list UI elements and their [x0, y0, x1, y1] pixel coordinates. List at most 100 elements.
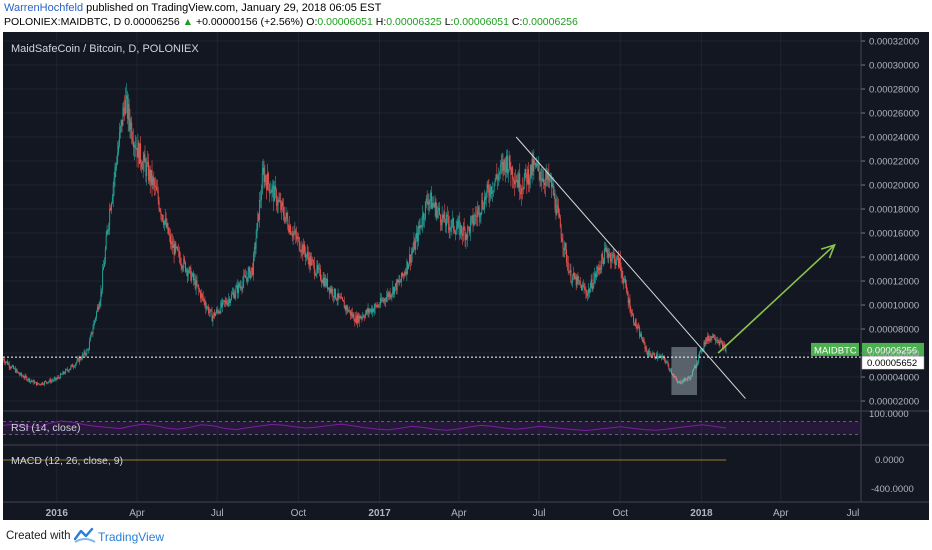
candle-body — [281, 202, 283, 210]
candle-body — [715, 338, 716, 341]
candle-body — [720, 340, 722, 342]
candle-body — [37, 383, 39, 384]
candle-body — [122, 107, 124, 126]
candle-body — [200, 293, 202, 299]
tradingview-logo-icon[interactable] — [74, 526, 96, 544]
candle-body — [515, 180, 517, 183]
candle-body — [241, 288, 243, 289]
author-link[interactable]: WarrenHochfeld — [4, 2, 84, 14]
candle-body — [127, 104, 129, 119]
candle-body — [236, 285, 238, 289]
candle-body — [322, 277, 324, 283]
candle-body — [521, 188, 523, 190]
candle-body — [652, 353, 654, 356]
candle-body — [260, 199, 261, 201]
candle-body — [27, 380, 29, 381]
candle-body — [109, 208, 111, 226]
candle-body — [193, 278, 195, 281]
axes: 2016 Apr Jul Oct 2017 Apr Jul Oct 2018 Apr Jul 0.00… — [3, 32, 929, 519]
candle-body — [638, 326, 640, 329]
candle-body — [575, 276, 577, 286]
candle-body — [185, 269, 187, 272]
candle-body — [318, 268, 320, 270]
candle-body — [566, 262, 568, 264]
candle-body — [42, 382, 44, 385]
candle-body — [540, 178, 542, 180]
candle-body — [395, 283, 397, 291]
candle-body — [158, 200, 160, 210]
y-tick-label: 0.00024000 — [869, 133, 919, 144]
candle-body — [357, 314, 359, 323]
candle-body — [406, 261, 408, 275]
candle-body — [372, 308, 374, 312]
candle-body — [160, 210, 162, 216]
trendline — [515, 136, 746, 399]
candle-body — [509, 155, 511, 169]
tradingview-brand[interactable]: TradingView — [98, 530, 165, 544]
candle-body — [639, 328, 641, 337]
candle-body — [475, 214, 477, 216]
candle-body — [427, 202, 429, 205]
candle-body — [595, 273, 597, 278]
y-tick-label: 0.00018000 — [869, 205, 919, 216]
candle-body — [38, 383, 40, 385]
candle-body — [139, 143, 141, 164]
candle-body — [105, 235, 107, 250]
candle-body — [311, 259, 313, 266]
candle-body — [300, 251, 302, 253]
candle-body — [516, 180, 518, 183]
candle-body — [436, 210, 438, 218]
candle-body — [501, 162, 503, 165]
candle-body — [473, 221, 475, 225]
candle-body — [523, 178, 525, 189]
y-tick-label: 0.00020000 — [869, 181, 919, 192]
candle-body — [121, 119, 123, 126]
candle-body — [88, 349, 89, 350]
candle-body — [559, 217, 561, 228]
candle-body — [230, 294, 232, 300]
x-tick-label: 2018 — [690, 508, 713, 519]
candle-body — [124, 107, 126, 115]
candle-body — [88, 341, 90, 350]
candle-body — [338, 293, 340, 298]
candle-body — [162, 214, 164, 221]
candle-body — [583, 285, 585, 289]
candle-body — [581, 284, 583, 291]
candle-body — [82, 354, 84, 356]
candle-body — [491, 191, 493, 194]
candle-body — [234, 294, 236, 299]
candle-body — [490, 186, 492, 198]
candle-body — [347, 306, 349, 312]
candle-body — [707, 335, 709, 341]
candle-body — [528, 169, 530, 185]
candle-body — [504, 159, 506, 164]
annotations: MAIDBTC 0.00006256 0.00005652 — [3, 136, 925, 399]
candle-body — [495, 174, 497, 181]
candle-body — [700, 349, 701, 352]
candle-body — [369, 310, 371, 313]
candle-body — [175, 243, 177, 248]
candle-body — [499, 164, 501, 173]
candle-body — [493, 182, 495, 191]
change-value: +0.00000156 (+2.56%) — [195, 16, 304, 28]
candle-body — [585, 289, 587, 294]
candle-body — [148, 169, 150, 181]
candle-body — [644, 342, 646, 349]
candle-body — [630, 311, 632, 314]
candle-body — [308, 257, 310, 266]
candle-body — [184, 258, 186, 262]
candle-body — [452, 218, 454, 221]
candle-body — [84, 351, 86, 355]
candle-body — [213, 312, 215, 317]
candle-body — [255, 238, 257, 249]
candle-body — [401, 272, 403, 282]
candle-body — [640, 333, 642, 339]
candle-body — [503, 159, 505, 171]
candle-body — [593, 278, 595, 287]
candle-body — [570, 269, 572, 283]
candle-body — [240, 285, 242, 289]
candle-body — [551, 177, 552, 188]
candle-body — [198, 286, 200, 290]
candle-body — [599, 267, 601, 271]
